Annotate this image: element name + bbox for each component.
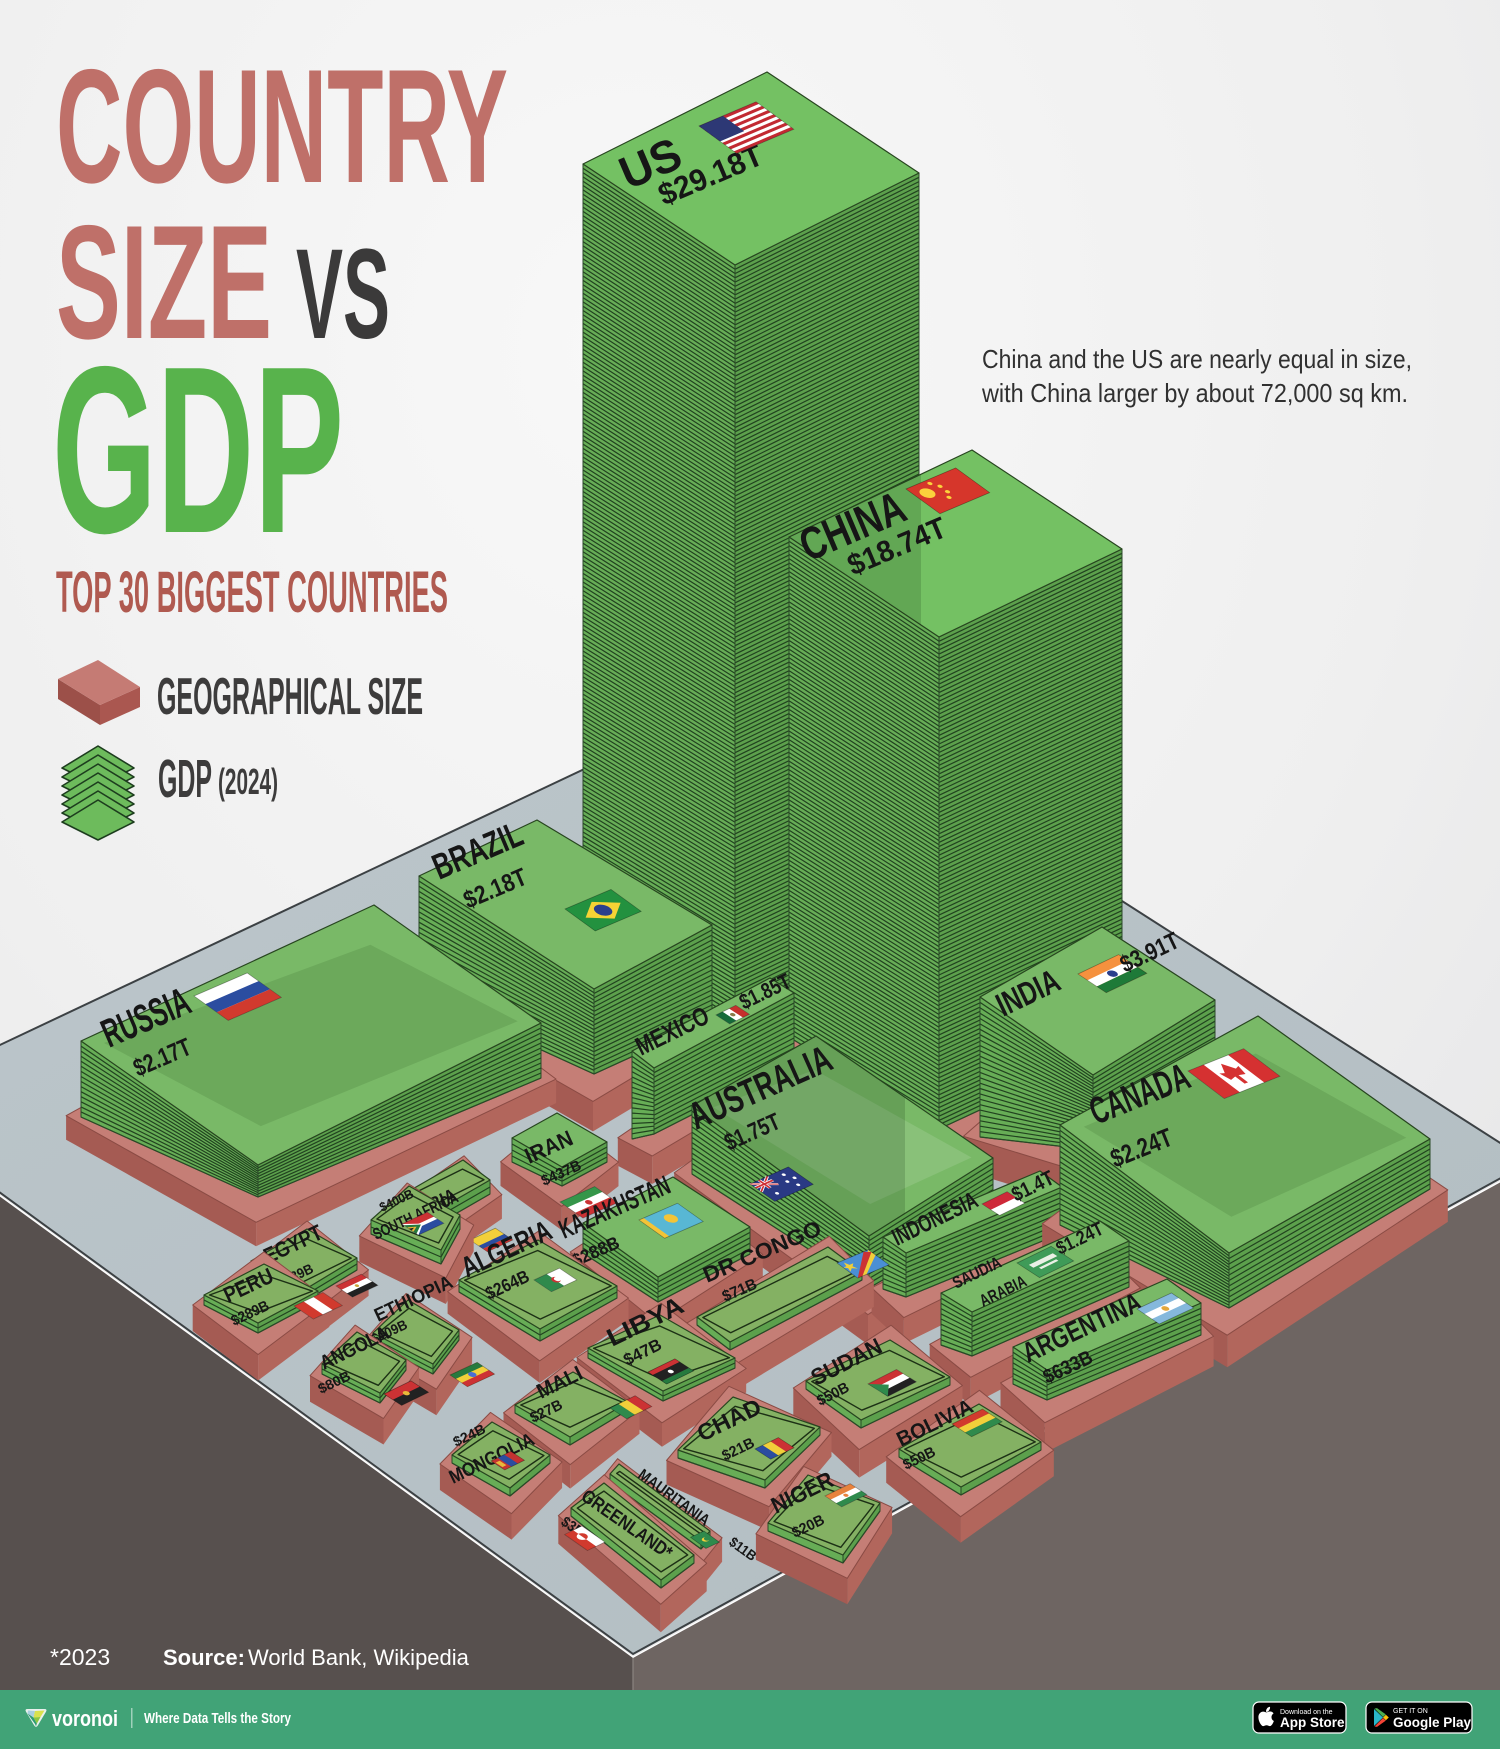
svg-text:Source:: Source:: [163, 1645, 245, 1670]
svg-text:TOP 30 BIGGEST COUNTRIES: TOP 30 BIGGEST COUNTRIES: [56, 560, 448, 625]
svg-text:GEOGRAPHICAL SIZE: GEOGRAPHICAL SIZE: [157, 668, 423, 726]
svg-text:GDP: GDP: [158, 749, 212, 809]
svg-text:Where Data Tells the Story: Where Data Tells the Story: [144, 1710, 292, 1727]
svg-text:with China larger by about 72,: with China larger by about 72,000 sq km.: [981, 378, 1408, 408]
svg-text:(2024): (2024): [218, 761, 278, 802]
svg-text:App Store: App Store: [1280, 1715, 1345, 1730]
svg-text:China and the US are nearly eq: China and the US are nearly equal in siz…: [982, 344, 1412, 374]
svg-text:*2023: *2023: [50, 1644, 110, 1670]
svg-text:Google Play: Google Play: [1393, 1715, 1472, 1730]
svg-text:GET IT ON: GET IT ON: [1393, 1708, 1428, 1715]
svg-text:GDP: GDP: [52, 318, 344, 583]
svg-text:SIZE: SIZE: [56, 192, 272, 373]
svg-text:VS: VS: [296, 223, 390, 366]
svg-text:voronoi: voronoi: [52, 1706, 118, 1731]
svg-text:COUNTRY: COUNTRY: [56, 36, 508, 217]
svg-text:World Bank, Wikipedia: World Bank, Wikipedia: [248, 1645, 470, 1670]
svg-text:Download on the: Download on the: [1280, 1709, 1333, 1716]
